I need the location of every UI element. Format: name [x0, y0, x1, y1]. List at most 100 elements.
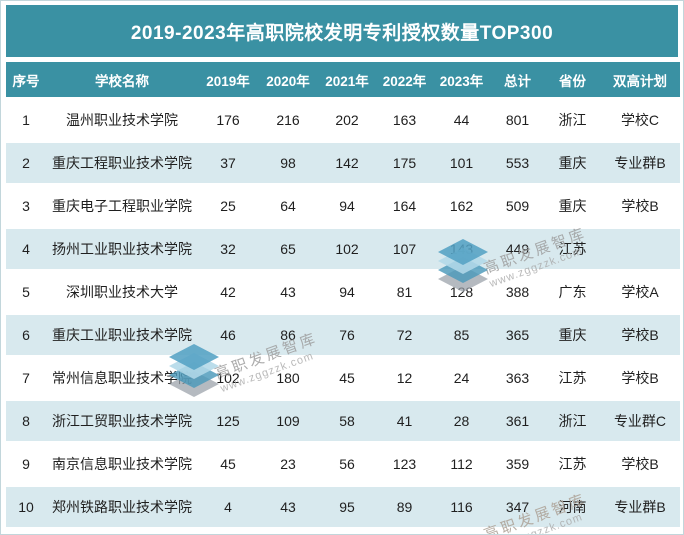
year-2023-cell: 162: [433, 186, 490, 226]
year-2019-cell: 42: [198, 272, 258, 312]
col-header-2021: 2021年: [318, 62, 376, 97]
province-cell: 浙江: [545, 100, 600, 140]
province-cell: 重庆: [545, 186, 600, 226]
rank-cell: 4: [6, 229, 46, 269]
year-2023-cell: 116: [433, 487, 490, 527]
province-cell: 重庆: [545, 315, 600, 355]
province-cell: 浙江: [545, 401, 600, 441]
year-2021-cell: 45: [318, 358, 376, 398]
patent-ranking-table: 序号 学校名称 2019年 2020年 2021年 2022年 2023年 总计…: [6, 59, 680, 530]
school-cell: 深圳职业技术大学: [46, 272, 198, 312]
school-cell: 扬州工业职业技术学院: [46, 229, 198, 269]
year-2021-cell: 202: [318, 100, 376, 140]
school-cell: 南京信息职业技术学院: [46, 444, 198, 484]
year-2022-cell: 175: [376, 143, 433, 183]
year-2023-cell: 128: [433, 272, 490, 312]
table-row: 2 重庆工程职业技术学院 37 98 142 175 101 553 重庆 专业…: [6, 143, 680, 183]
province-cell: 河南: [545, 487, 600, 527]
total-cell: 359: [490, 444, 545, 484]
plan-cell: 专业群B: [600, 487, 680, 527]
year-2021-cell: 76: [318, 315, 376, 355]
table-header-row: 序号 学校名称 2019年 2020年 2021年 2022年 2023年 总计…: [6, 62, 680, 97]
year-2019-cell: 4: [198, 487, 258, 527]
year-2021-cell: 142: [318, 143, 376, 183]
table-row: 10 郑州铁路职业技术学院 4 43 95 89 116 347 河南 专业群B: [6, 487, 680, 527]
year-2022-cell: 123: [376, 444, 433, 484]
year-2023-cell: 24: [433, 358, 490, 398]
table-row: 7 常州信息职业技术学院 102 180 45 12 24 363 江苏 学校B: [6, 358, 680, 398]
year-2019-cell: 37: [198, 143, 258, 183]
year-2019-cell: 125: [198, 401, 258, 441]
rank-cell: 5: [6, 272, 46, 312]
year-2023-cell: 101: [433, 143, 490, 183]
school-cell: 常州信息职业技术学院: [46, 358, 198, 398]
total-cell: 509: [490, 186, 545, 226]
table-row: 5 深圳职业技术大学 42 43 94 81 128 388 广东 学校A: [6, 272, 680, 312]
province-cell: 广东: [545, 272, 600, 312]
rank-cell: 3: [6, 186, 46, 226]
plan-cell: 学校B: [600, 186, 680, 226]
school-cell: 重庆工程职业技术学院: [46, 143, 198, 183]
col-header-plan: 双高计划: [600, 62, 680, 97]
year-2021-cell: 102: [318, 229, 376, 269]
year-2020-cell: 64: [258, 186, 318, 226]
col-header-rank: 序号: [6, 62, 46, 97]
year-2023-cell: 112: [433, 444, 490, 484]
school-cell: 浙江工贸职业技术学院: [46, 401, 198, 441]
col-header-school: 学校名称: [46, 62, 198, 97]
school-cell: 重庆工业职业技术学院: [46, 315, 198, 355]
year-2020-cell: 43: [258, 272, 318, 312]
year-2020-cell: 43: [258, 487, 318, 527]
total-cell: 365: [490, 315, 545, 355]
rank-cell: 1: [6, 100, 46, 140]
plan-cell: 学校A: [600, 272, 680, 312]
plan-cell: 学校B: [600, 315, 680, 355]
year-2019-cell: 25: [198, 186, 258, 226]
year-2020-cell: 86: [258, 315, 318, 355]
year-2020-cell: 65: [258, 229, 318, 269]
rank-cell: 8: [6, 401, 46, 441]
school-cell: 温州职业技术学院: [46, 100, 198, 140]
rank-cell: 9: [6, 444, 46, 484]
province-cell: 重庆: [545, 143, 600, 183]
year-2021-cell: 95: [318, 487, 376, 527]
year-2021-cell: 58: [318, 401, 376, 441]
total-cell: 361: [490, 401, 545, 441]
table-row: 9 南京信息职业技术学院 45 23 56 123 112 359 江苏 学校B: [6, 444, 680, 484]
col-header-total: 总计: [490, 62, 545, 97]
year-2021-cell: 94: [318, 272, 376, 312]
total-cell: 363: [490, 358, 545, 398]
school-cell: 重庆电子工程职业学院: [46, 186, 198, 226]
year-2023-cell: 143: [433, 229, 490, 269]
year-2022-cell: 12: [376, 358, 433, 398]
col-header-2020: 2020年: [258, 62, 318, 97]
year-2021-cell: 56: [318, 444, 376, 484]
total-cell: 347: [490, 487, 545, 527]
year-2022-cell: 72: [376, 315, 433, 355]
col-header-2019: 2019年: [198, 62, 258, 97]
rank-cell: 6: [6, 315, 46, 355]
rank-cell: 2: [6, 143, 46, 183]
table-row: 1 温州职业技术学院 176 216 202 163 44 801 浙江 学校C: [6, 100, 680, 140]
table-row: 8 浙江工贸职业技术学院 125 109 58 41 28 361 浙江 专业群…: [6, 401, 680, 441]
year-2019-cell: 45: [198, 444, 258, 484]
year-2020-cell: 180: [258, 358, 318, 398]
plan-cell: 专业群B: [600, 143, 680, 183]
total-cell: 449: [490, 229, 545, 269]
total-cell: 553: [490, 143, 545, 183]
year-2021-cell: 94: [318, 186, 376, 226]
year-2022-cell: 164: [376, 186, 433, 226]
year-2023-cell: 85: [433, 315, 490, 355]
year-2022-cell: 81: [376, 272, 433, 312]
plan-cell: 学校B: [600, 358, 680, 398]
year-2020-cell: 98: [258, 143, 318, 183]
plan-cell: 专业群C: [600, 401, 680, 441]
year-2022-cell: 41: [376, 401, 433, 441]
table-row: 6 重庆工业职业技术学院 46 86 76 72 85 365 重庆 学校B: [6, 315, 680, 355]
plan-cell: 学校B: [600, 444, 680, 484]
year-2022-cell: 107: [376, 229, 433, 269]
year-2019-cell: 32: [198, 229, 258, 269]
page-title: 2019-2023年高职院校发明专利授权数量TOP300: [130, 22, 554, 44]
plan-cell: 学校C: [600, 100, 680, 140]
